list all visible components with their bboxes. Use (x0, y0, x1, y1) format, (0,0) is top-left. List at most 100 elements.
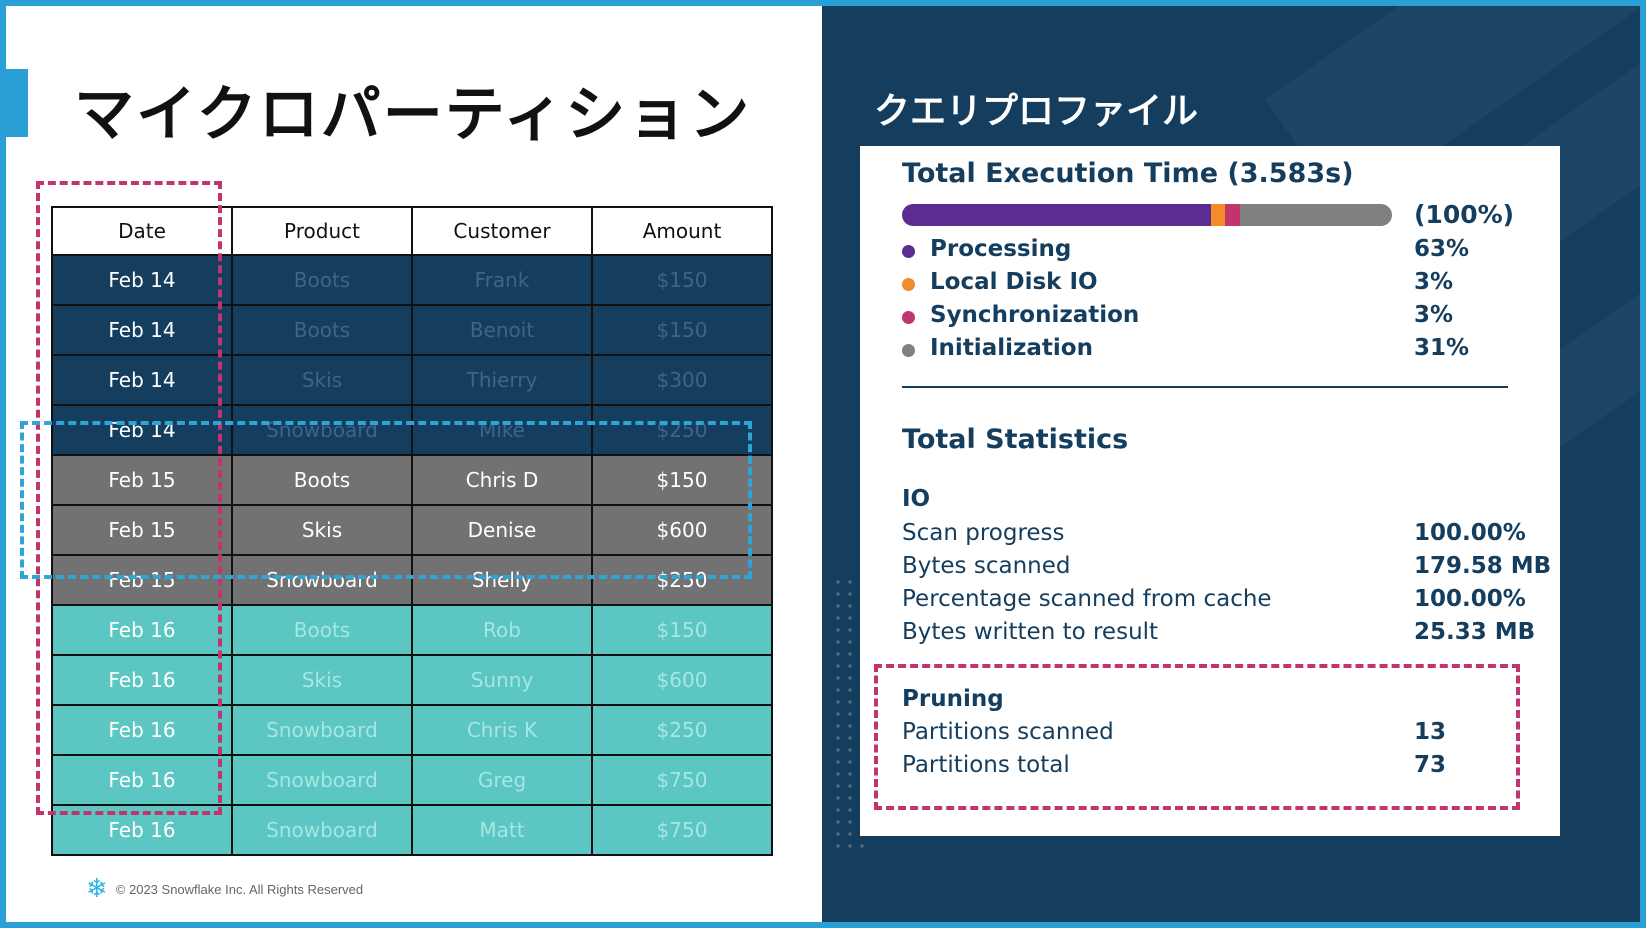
table-header-row: Date Product Customer Amount (51, 206, 773, 256)
date-column-highlight (36, 181, 222, 815)
slide: マイクロパーティション Date Product Customer Amount… (6, 6, 1640, 922)
stat-row: Scan progress 100.00% (902, 520, 1552, 550)
customer-cell: Shelly (411, 554, 593, 606)
table-row: Feb 16 Boots Rob $150 (51, 604, 773, 656)
legend-percent: 63% (1414, 236, 1470, 262)
legend-dot-icon (902, 344, 915, 357)
table-row: Feb 16 Snowboard Chris K $250 (51, 704, 773, 756)
stat-value: 100.00% (1414, 520, 1526, 546)
legend-dot-icon (902, 245, 915, 258)
date-cell: Feb 16 (51, 704, 233, 756)
profile-card: Total Execution Time (3.583s) (100%) Pro… (860, 146, 1560, 836)
slide-title: マイクロパーティション (74, 80, 752, 150)
customer-cell: Greg (411, 754, 593, 806)
table-row: Feb 14 Boots Frank $150 (51, 254, 773, 306)
feb15-partition-highlight (20, 421, 752, 579)
table-row: Feb 14 Snowboard Mike $250 (51, 404, 773, 456)
customer-cell: Matt (411, 804, 593, 856)
legend-label: Synchronization (930, 302, 1140, 328)
product-cell: Skis (231, 504, 413, 556)
bar-segment (1210, 204, 1226, 226)
customer-cell: Rob (411, 604, 593, 656)
pruning-highlight (874, 664, 1520, 810)
section-divider (902, 386, 1508, 388)
product-cell: Snowboard (231, 404, 413, 456)
amount-cell: $250 (591, 704, 773, 756)
execution-time-bar (902, 204, 1392, 226)
column-header: Date (51, 206, 233, 256)
legend-percent: 3% (1414, 302, 1454, 328)
product-cell: Boots (231, 254, 413, 306)
stat-row: Bytes written to result 25.33 MB (902, 619, 1552, 649)
stat-label: Partitions total (902, 752, 1070, 778)
table-row: Feb 15 Snowboard Shelly $250 (51, 554, 773, 606)
amount-cell: $600 (591, 654, 773, 706)
statistics-title: Total Statistics (902, 424, 1129, 455)
date-cell: Feb 16 (51, 654, 233, 706)
table-row: Feb 15 Skis Denise $600 (51, 504, 773, 556)
date-cell: Feb 14 (51, 354, 233, 406)
amount-cell: $150 (591, 254, 773, 306)
stat-label: Bytes scanned (902, 553, 1071, 579)
legend-item: Initialization 31% (902, 335, 1482, 365)
bar-segment (1225, 204, 1241, 226)
date-cell: Feb 14 (51, 404, 233, 456)
stat-label: Percentage scanned from cache (902, 586, 1272, 612)
product-cell: Skis (231, 654, 413, 706)
bar-segment (1240, 204, 1392, 226)
legend-item: Local Disk IO 3% (902, 269, 1482, 299)
product-cell: Snowboard (231, 804, 413, 856)
customer-cell: Thierry (411, 354, 593, 406)
product-cell: Boots (231, 454, 413, 506)
legend-label: Initialization (930, 335, 1093, 361)
footer: ❄ © 2023 Snowflake Inc. All Rights Reser… (86, 876, 363, 902)
panel-title: クエリプロファイル (874, 91, 1199, 132)
legend-percent: 3% (1414, 269, 1454, 295)
customer-cell: Chris K (411, 704, 593, 756)
stat-row: Bytes scanned 179.58 MB (902, 553, 1552, 583)
query-profile-panel: クエリプロファイル Total Execution Time (3.583s) … (822, 6, 1640, 922)
legend-item: Synchronization 3% (902, 302, 1482, 332)
customer-cell: Frank (411, 254, 593, 306)
product-cell: Snowboard (231, 704, 413, 756)
stat-row: Partitions total 73 (902, 752, 1552, 782)
legend-dot-icon (902, 311, 915, 324)
date-cell: Feb 16 (51, 754, 233, 806)
legend-item: Processing 63% (902, 236, 1482, 266)
amount-cell: $150 (591, 604, 773, 656)
table-row: Feb 14 Boots Benoit $150 (51, 304, 773, 356)
stat-value: 73 (1414, 752, 1447, 778)
amount-cell: $750 (591, 804, 773, 856)
partition-table: Date Product Customer Amount Feb 14 Boots… (51, 206, 773, 856)
amount-cell: $150 (591, 304, 773, 356)
table-row: Feb 14 Skis Thierry $300 (51, 354, 773, 406)
table-row: Feb 15 Boots Chris D $150 (51, 454, 773, 506)
date-cell: Feb 14 (51, 304, 233, 356)
legend-label: Local Disk IO (930, 269, 1098, 295)
legend-percent: 31% (1414, 335, 1470, 361)
product-cell: Boots (231, 304, 413, 356)
amount-cell: $150 (591, 454, 773, 506)
execution-bar-total: (100%) (1414, 200, 1515, 229)
stat-row: Partitions scanned 13 (902, 719, 1552, 749)
amount-cell: $250 (591, 554, 773, 606)
pruning-section-title: Pruning (902, 686, 1004, 712)
date-cell: Feb 15 (51, 504, 233, 556)
date-cell: Feb 14 (51, 254, 233, 306)
customer-cell: Mike (411, 404, 593, 456)
amount-cell: $600 (591, 504, 773, 556)
table-row: Feb 16 Skis Sunny $600 (51, 654, 773, 706)
stat-value: 25.33 MB (1414, 619, 1536, 645)
snowflake-icon: ❄ (86, 874, 108, 904)
table-row: Feb 16 Snowboard Greg $750 (51, 754, 773, 806)
title-accent-bar (6, 69, 28, 137)
column-header: Customer (411, 206, 593, 256)
column-header: Product (231, 206, 413, 256)
product-cell: Snowboard (231, 754, 413, 806)
execution-time-title: Total Execution Time (3.583s) (902, 158, 1354, 189)
amount-cell: $300 (591, 354, 773, 406)
stat-value: 13 (1414, 719, 1447, 745)
column-header: Amount (591, 206, 773, 256)
customer-cell: Chris D (411, 454, 593, 506)
legend-label: Processing (930, 236, 1072, 262)
